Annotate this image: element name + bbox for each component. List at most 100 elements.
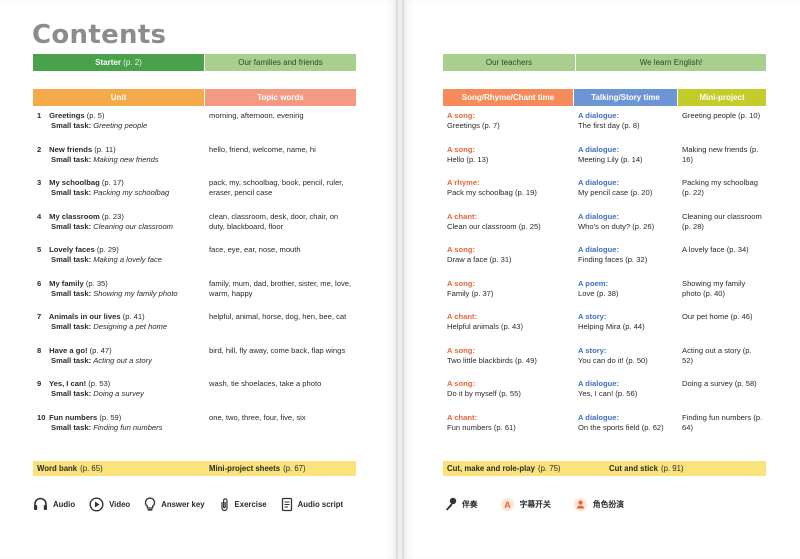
unit-cell[interactable]: 2 New friends (p. 11) Small task: Making … xyxy=(33,141,204,174)
song-cell[interactable]: A chant: Helpful animals (p. 43) xyxy=(443,308,573,341)
header-topic-words: Topic words xyxy=(205,89,356,106)
header-song-rhyme-chant: Song/Rhyme/Chant time xyxy=(443,89,573,106)
talking-cell[interactable]: A dialogue: Who's on duty? (p. 26) xyxy=(574,208,677,241)
song-cell[interactable]: A song: Draw a face (p. 31) xyxy=(443,241,573,274)
unit-page: (p. 59) xyxy=(99,412,122,422)
song-type: A rhyme: xyxy=(447,178,480,187)
legend-audio-script-label: Audio script xyxy=(297,499,344,509)
song-cell[interactable]: A song: Do it by myself (p. 55) xyxy=(443,375,573,408)
unit-number: 2 xyxy=(37,144,42,154)
talking-cell[interactable]: A story: You can do it! (p. 50) xyxy=(574,342,677,375)
unit-cell[interactable]: 3 My schoolbag (p. 17) Small task: Packin… xyxy=(33,174,204,207)
song-type: A chant: xyxy=(447,211,478,221)
cut-make-role-play-link[interactable]: Cut, make and role-play (p. 75) xyxy=(447,461,561,476)
mini-project-cell[interactable]: Making new friends (p. 16) xyxy=(682,144,759,164)
mini-project-cell[interactable]: Our pet home (p. 46) xyxy=(682,312,753,321)
topic-words-cell: bird, hill, fly away, come back, flap wi… xyxy=(209,345,346,355)
song-cell[interactable]: A song: Two little blackbirds (p. 49) xyxy=(443,342,573,375)
small-task-label: Small task: xyxy=(51,255,92,264)
mini-project-cell[interactable]: Cleaning our classroom (p. 28) xyxy=(682,211,762,231)
mini-project-cell[interactable]: Doing a survey (p. 58) xyxy=(682,379,757,388)
unit-page: (p. 29) xyxy=(96,245,119,254)
unit-cell[interactable]: 5 Lovely faces (p. 29) Small task: Making… xyxy=(33,241,204,274)
song-cell[interactable]: A song: Hello (p. 13) xyxy=(443,141,573,174)
mini-project-cell[interactable]: A lovely face (p. 34) xyxy=(682,245,749,254)
mini-project-cell[interactable]: Finding fun numbers (p. 64) xyxy=(682,412,763,432)
talk-title: You can do it! (p. 50) xyxy=(578,355,648,365)
word-bank-label: Word bank xyxy=(37,464,78,473)
legend-video: Video xyxy=(89,496,130,512)
small-task-label: Small task: xyxy=(51,322,92,331)
talking-cell[interactable]: A dialogue: My pencil case (p. 20) xyxy=(574,174,677,207)
song-type: A song: xyxy=(447,111,475,120)
word-bank-link[interactable]: Word bank (p. 65) xyxy=(37,461,103,476)
talk-type: A dialogue: xyxy=(578,178,620,187)
legend-accompaniment-label: 伴奏 xyxy=(462,499,478,509)
talking-cell[interactable]: A dialogue: On the sports field (p. 62) xyxy=(574,409,677,442)
unit-cell[interactable]: 7 Animals in our lives (p. 41) Small task… xyxy=(33,308,204,341)
mini-project-cell[interactable]: Showing my family photo (p. 40) xyxy=(682,278,746,298)
talk-title: Who's on duty? (p. 26) xyxy=(578,221,655,231)
song-title: Greetings (p. 7) xyxy=(447,121,500,130)
unit-page: (p. 23) xyxy=(101,211,124,221)
small-task-label: Small task: xyxy=(51,288,92,298)
talk-type: A dialogue: xyxy=(578,245,620,254)
small-task-label: Small task: xyxy=(51,121,92,130)
topic-words-cell: helpful, animal, horse, dog, hen, bee, c… xyxy=(209,312,347,321)
song-cell[interactable]: A song: Family (p. 37) xyxy=(443,275,573,308)
mini-project-sheets-link[interactable]: Mini-project sheets (p. 67) xyxy=(209,461,306,476)
unit-cell[interactable]: 10 Fun numbers (p. 59) Small task: Findin… xyxy=(33,409,204,442)
theme-teachers-bar[interactable]: Our teachers xyxy=(443,54,575,71)
small-task-text: Packing my schoolbag xyxy=(93,188,170,197)
song-type: A song: xyxy=(447,345,475,355)
talking-cell[interactable]: A story: Helping Mira (p. 44) xyxy=(574,308,677,341)
legend-exercise: Exercise xyxy=(219,497,267,512)
header-mini-project: Mini-project xyxy=(678,89,766,106)
song-cell[interactable]: A chant: Fun numbers (p. 61) xyxy=(443,409,573,442)
song-cell[interactable]: A song: Greetings (p. 7) xyxy=(443,107,573,140)
small-task-text: Finding fun numbers xyxy=(93,422,163,432)
song-cell[interactable]: A rhyme: Pack my schoolbag (p. 19) xyxy=(443,174,573,207)
unit-title: My classroom xyxy=(49,211,100,221)
song-cell[interactable]: A chant: Clean our classroom (p. 25) xyxy=(443,208,573,241)
talk-title: Finding faces (p. 32) xyxy=(578,255,648,264)
song-type: A song: xyxy=(447,245,475,254)
talking-cell[interactable]: A dialogue: Finding faces (p. 32) xyxy=(574,241,677,274)
cut-and-stick-link[interactable]: Cut and stick (p. 91) xyxy=(609,461,684,476)
talking-cell[interactable]: A dialogue: Meeting Lily (p. 14) xyxy=(574,141,677,174)
starter-bar[interactable]: Starter (p. 2) xyxy=(33,54,204,71)
unit-cell[interactable]: 9 Yes, I can! (p. 53) Small task: Doing a… xyxy=(33,375,204,408)
talking-cell[interactable]: A dialogue: The first day (p. 8) xyxy=(574,107,677,140)
talking-cell[interactable]: A poem: Love (p. 38) xyxy=(574,275,677,308)
talk-type: A dialogue: xyxy=(578,144,620,154)
talking-cell[interactable]: A dialogue: Yes, I can! (p. 56) xyxy=(574,375,677,408)
starter-label: Starter xyxy=(95,58,121,67)
unit-cell[interactable]: 6 My family (p. 35) Small task: Showing m… xyxy=(33,275,204,308)
unit-title: Have a go! xyxy=(49,345,88,355)
small-task-text: Designing a pet home xyxy=(93,322,168,331)
topic-words-cell: one, two, three, four, five, six xyxy=(209,412,306,422)
person-icon xyxy=(573,497,588,511)
talk-type: A story: xyxy=(578,345,607,355)
cut-stick-label: Cut and stick xyxy=(609,464,658,473)
song-title: Family (p. 37) xyxy=(447,288,494,298)
unit-cell[interactable]: 1 Greetings (p. 5) Small task: Greeting p… xyxy=(33,107,204,140)
song-title: Pack my schoolbag (p. 19) xyxy=(447,188,537,197)
word-bank-page: (p. 65) xyxy=(80,464,103,473)
mini-project-cell[interactable]: Greeting people (p. 10) xyxy=(682,111,761,120)
unit-cell[interactable]: 8 Have a go! (p. 47) Small task: Acting o… xyxy=(33,342,204,375)
unit-title: Yes, I can! xyxy=(48,379,87,388)
mini-project-cell[interactable]: Packing my schoolbag (p. 22) xyxy=(682,178,758,197)
small-task-label: Small task: xyxy=(51,221,92,231)
unit-cell[interactable]: 4 My classroom (p. 23) Small task: Cleani… xyxy=(33,208,204,241)
headphones-icon xyxy=(34,497,47,510)
theme-families-bar[interactable]: Our families and friends xyxy=(205,54,356,71)
song-type: A chant: xyxy=(447,412,478,422)
theme-english-bar[interactable]: We learn English! xyxy=(576,54,766,71)
topic-words-cell: morning, afternoon, evening xyxy=(209,111,304,120)
header-unit: Unit xyxy=(33,89,204,106)
mini-project-cell[interactable]: Acting out a story (p. 52) xyxy=(682,345,752,365)
talk-title: My pencil case (p. 20) xyxy=(578,188,653,197)
unit-title: Lovely faces xyxy=(49,245,95,254)
unit-number: 3 xyxy=(37,178,42,187)
